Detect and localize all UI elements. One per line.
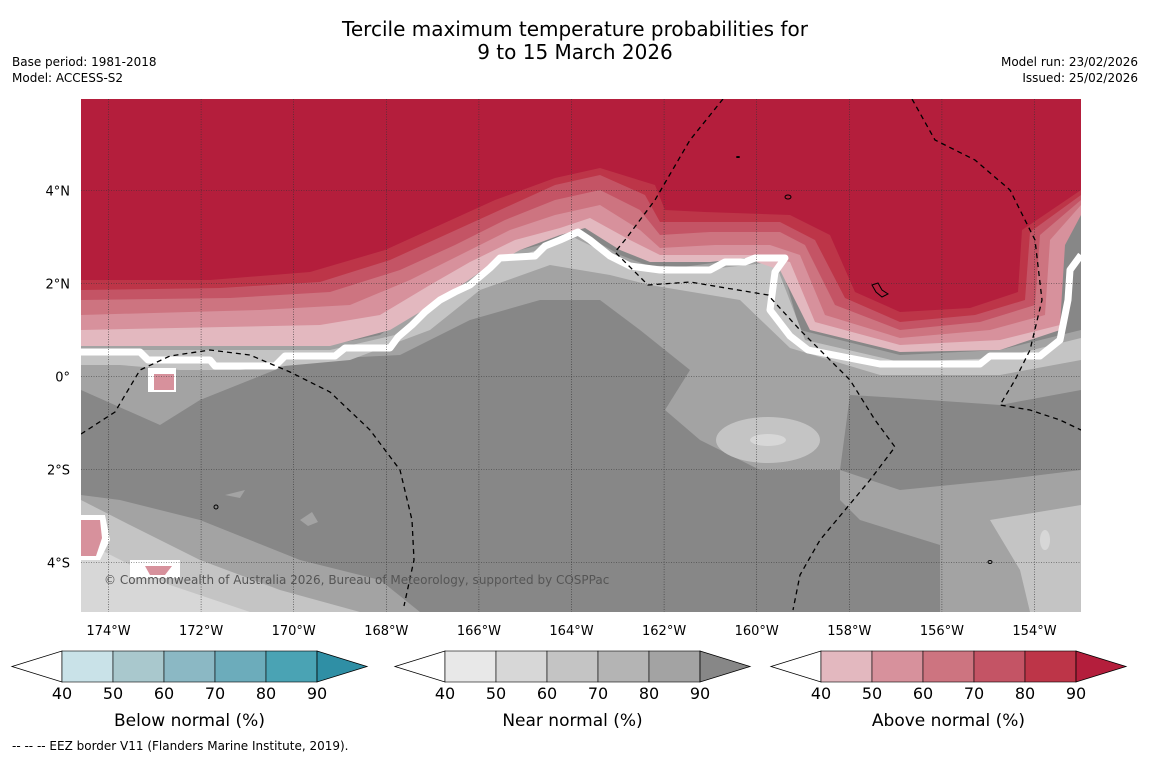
colorbar-tick-label: 50: [103, 684, 123, 703]
meta-right: Model run: 23/02/2026 Issued: 25/02/2026: [1001, 54, 1138, 86]
longitude-label: 174°W: [86, 624, 130, 639]
colorbar-tick-label: 50: [486, 684, 506, 703]
colorbars: 40 50 60 70 80 90 Below normal (%) 40 50 60 70 80 90…: [10, 650, 1128, 731]
colorbar-segment: [61, 650, 114, 683]
colorbar-tick-label: 40: [52, 684, 72, 703]
latitude-labels: 4°N 2°N 0° 2°S 4°S: [46, 185, 71, 572]
longitude-label: 162°W: [642, 624, 686, 639]
colorbar-1: 40 50 60 70 80 90 Below normal (%): [10, 650, 369, 731]
colorbar-segment: [265, 650, 318, 683]
latitude-label: 0°: [55, 371, 70, 386]
colorbar-tick-label: 90: [307, 684, 327, 703]
above-normal-patch-south: [145, 566, 172, 575]
latitude-label: 2°N: [46, 278, 71, 293]
colorbar-segment: [495, 650, 548, 683]
eez-border-central: [614, 99, 896, 611]
colorbar-segment: [546, 650, 599, 683]
colorbar-tick-label: 80: [1015, 684, 1035, 703]
above-normal-90-band: [81, 99, 1081, 312]
colorbar-segment: [820, 650, 873, 683]
meta-left: Base period: 1981-2018 Model: ACCESS-S2: [12, 54, 157, 86]
colorbar-segment: [973, 650, 1026, 683]
title-line-1: Tercile maximum temperature probabilitie…: [342, 17, 808, 41]
longitude-label: 166°W: [457, 624, 501, 639]
forty-percent-boundary: [81, 228, 1081, 370]
colorbar-tick-label: 80: [639, 684, 659, 703]
eez-footnote: -- -- -- EEZ border V11 (Flanders Marine…: [12, 739, 349, 753]
colorbar-2: 40 50 60 70 80 90 Near normal (%): [393, 650, 752, 731]
grey-islet-patch-3: [1040, 530, 1050, 550]
longitude-label: 160°W: [735, 624, 779, 639]
colorbar-segment: [597, 650, 650, 683]
latitude-label: 4°N: [46, 185, 71, 200]
colorbar-title: Near normal (%): [502, 711, 642, 731]
model-name: Model: ACCESS-S2: [12, 71, 124, 85]
longitude-label: 170°W: [272, 624, 316, 639]
colorbar-tick-label: 90: [1066, 684, 1086, 703]
colorbar-tick-label: 80: [256, 684, 276, 703]
near-normal-lighter-band-southwest: [81, 540, 250, 612]
grey-islet-patch-2: [300, 512, 318, 526]
colorbar-tick-label: 70: [588, 684, 608, 703]
near-normal-light-band-southeast: [990, 505, 1081, 612]
map-field: © Commonwealth of Australia 2026, Bureau…: [81, 99, 1081, 612]
colorbar-over-triangle: [316, 650, 369, 683]
colorbar-segment: [648, 650, 701, 683]
colorbar-segment: [1024, 650, 1077, 683]
island-3: [213, 504, 219, 510]
longitude-label: 156°W: [920, 624, 964, 639]
near-normal-lighter-oval: [750, 434, 786, 446]
longitude-label: 154°W: [1012, 624, 1056, 639]
grey-islet-patch-1: [225, 490, 245, 498]
copyright-text: © Commonwealth of Australia 2026, Bureau…: [104, 573, 609, 587]
colorbar-segment: [112, 650, 165, 683]
colorbar-over-triangle: [699, 650, 752, 683]
issued-date: Issued: 25/02/2026: [1022, 71, 1138, 85]
longitude-label: 164°W: [549, 624, 593, 639]
colorbar-tick-label: 60: [154, 684, 174, 703]
colorbar-3: 40 50 60 70 80 90 Above normal (%): [769, 650, 1128, 731]
colorbar-tick-label: 50: [862, 684, 882, 703]
title-line-2: 9 to 15 March 2026: [477, 40, 673, 64]
longitude-labels: 174°W 172°W 170°W 168°W 166°W 164°W 162°W 160°W…: [86, 624, 1056, 639]
latitude-label: 4°S: [47, 557, 70, 572]
map-title: Tercile maximum temperature probabilitie…: [0, 18, 1150, 64]
model-run: Model run: 23/02/2026: [1000, 55, 1138, 69]
colorbar-tick-label: 60: [913, 684, 933, 703]
colorbar-title: Below normal (%): [114, 711, 265, 731]
colorbar-segment: [444, 650, 497, 683]
eez-border-west: [81, 349, 415, 607]
above-normal-patch-west: [81, 520, 102, 556]
colorbar-tick-label: 70: [964, 684, 984, 703]
colorbar-tick-label: 90: [690, 684, 710, 703]
colorbar-segment: [922, 650, 975, 683]
island-2: [736, 156, 740, 158]
longitude-label: 168°W: [364, 624, 408, 639]
latitude-label: 2°S: [47, 464, 70, 479]
colorbar-segment: [871, 650, 924, 683]
longitude-label: 172°W: [179, 624, 223, 639]
near-normal-mid-band-north: [81, 232, 1081, 470]
longitude-label: 158°W: [827, 624, 871, 639]
base-period: Base period: 1981-2018: [12, 55, 157, 69]
near-normal-mid-band-southeast: [840, 470, 1081, 612]
colorbar-segment: [214, 650, 267, 683]
colorbar-under-triangle: [10, 650, 63, 683]
colorbar-under-triangle: [769, 650, 822, 683]
colorbar-tick-label: 60: [537, 684, 557, 703]
colorbar-over-triangle: [1075, 650, 1128, 683]
island-1: [784, 194, 792, 200]
colorbar-tick-label: 40: [435, 684, 455, 703]
colorbar-under-triangle: [393, 650, 446, 683]
eez-border-east: [911, 99, 1081, 431]
colorbar-title: Above normal (%): [872, 711, 1025, 731]
colorbar-tick-label: 40: [811, 684, 831, 703]
graticule: [81, 99, 1081, 612]
colorbar-tick-label: 70: [205, 684, 225, 703]
island-kiritimati: [871, 282, 889, 298]
island-4: [987, 560, 993, 564]
colorbar-segment: [163, 650, 216, 683]
above-normal-patch-equator: [154, 374, 174, 390]
